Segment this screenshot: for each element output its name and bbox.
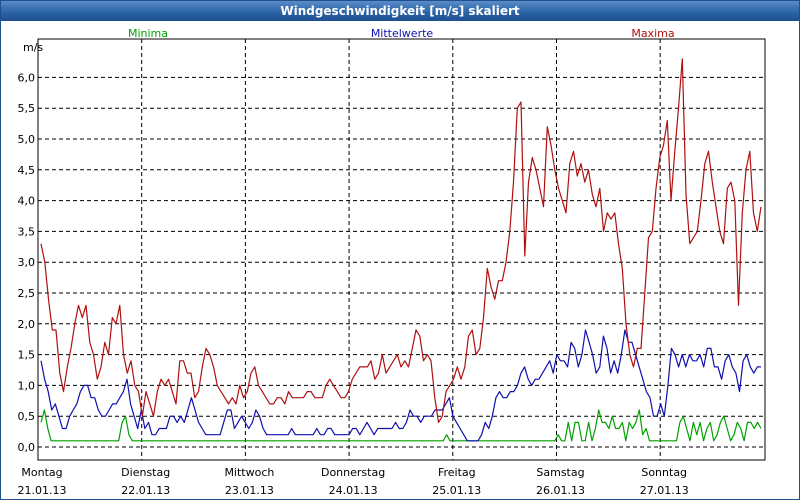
y-tick-label: 0,0 [18, 441, 36, 454]
series-lines [40, 58, 762, 442]
y-tick-label: 4,0 [18, 195, 36, 208]
y-tick-label: 2,5 [18, 287, 36, 300]
x-axis-ticks: Montag 21.01.13 Dienstag 22.01.13 Mittwoch 23… [18, 466, 689, 497]
x-tick-date: 23.01.13 [225, 484, 274, 497]
y-tick-label: 5,0 [18, 133, 36, 146]
y-axis-unit: m/s [23, 41, 43, 54]
x-tick-day: Mittwoch [224, 466, 274, 479]
x-tick-day: Sonntag [641, 466, 687, 479]
y-tick-label: 2,0 [18, 318, 36, 331]
x-tick-date: 24.01.13 [329, 484, 378, 497]
x-tick-date: 25.01.13 [432, 484, 481, 497]
y-axis-ticks: 0,0 0,5 1,0 1,5 2,0 2,5 3,0 3,5 4,0 4,5 5,0 5,5 6,0 [18, 71, 36, 454]
x-tick-day: Freitag [438, 466, 476, 479]
legend-minima: Minima [128, 27, 168, 40]
y-tick-label: 6,0 [18, 71, 36, 84]
legend-maxima: Maxima [631, 27, 674, 40]
x-tick-date: 27.01.13 [640, 484, 689, 497]
plot-frame [37, 38, 766, 461]
chart-background [1, 21, 799, 499]
y-tick-label: 0,5 [18, 410, 36, 423]
x-tick-day: Samstag [536, 466, 584, 479]
y-tick-label: 1,5 [18, 349, 36, 362]
y-tick-label: 4,5 [18, 164, 36, 177]
y-tick-label: 3,0 [18, 256, 36, 269]
y-tick-label: 1,0 [18, 379, 36, 392]
wind-chart: 0,00,51,01,52,02,53,03,54,04,55,05,56,0 … [1, 21, 799, 499]
x-tick-date: 22.01.13 [121, 484, 170, 497]
y-tick-label: 3,5 [18, 225, 36, 238]
window-title: Windgeschwindigkeit [m/s] skaliert [1, 1, 799, 21]
x-tick-date: 21.01.13 [18, 484, 67, 497]
series-line-minima [40, 409, 762, 442]
series-line-maxima [40, 58, 762, 423]
y-tick-label: 5,5 [18, 102, 36, 115]
series-line-mittelwerte [40, 329, 761, 442]
x-tick-day: Dienstag [121, 466, 170, 479]
x-tick-day: Montag [21, 466, 62, 479]
x-tick-day: Donnerstag [321, 466, 385, 479]
x-tick-date: 26.01.13 [536, 484, 585, 497]
legend-mittelwerte: Mittelwerte [371, 27, 434, 40]
